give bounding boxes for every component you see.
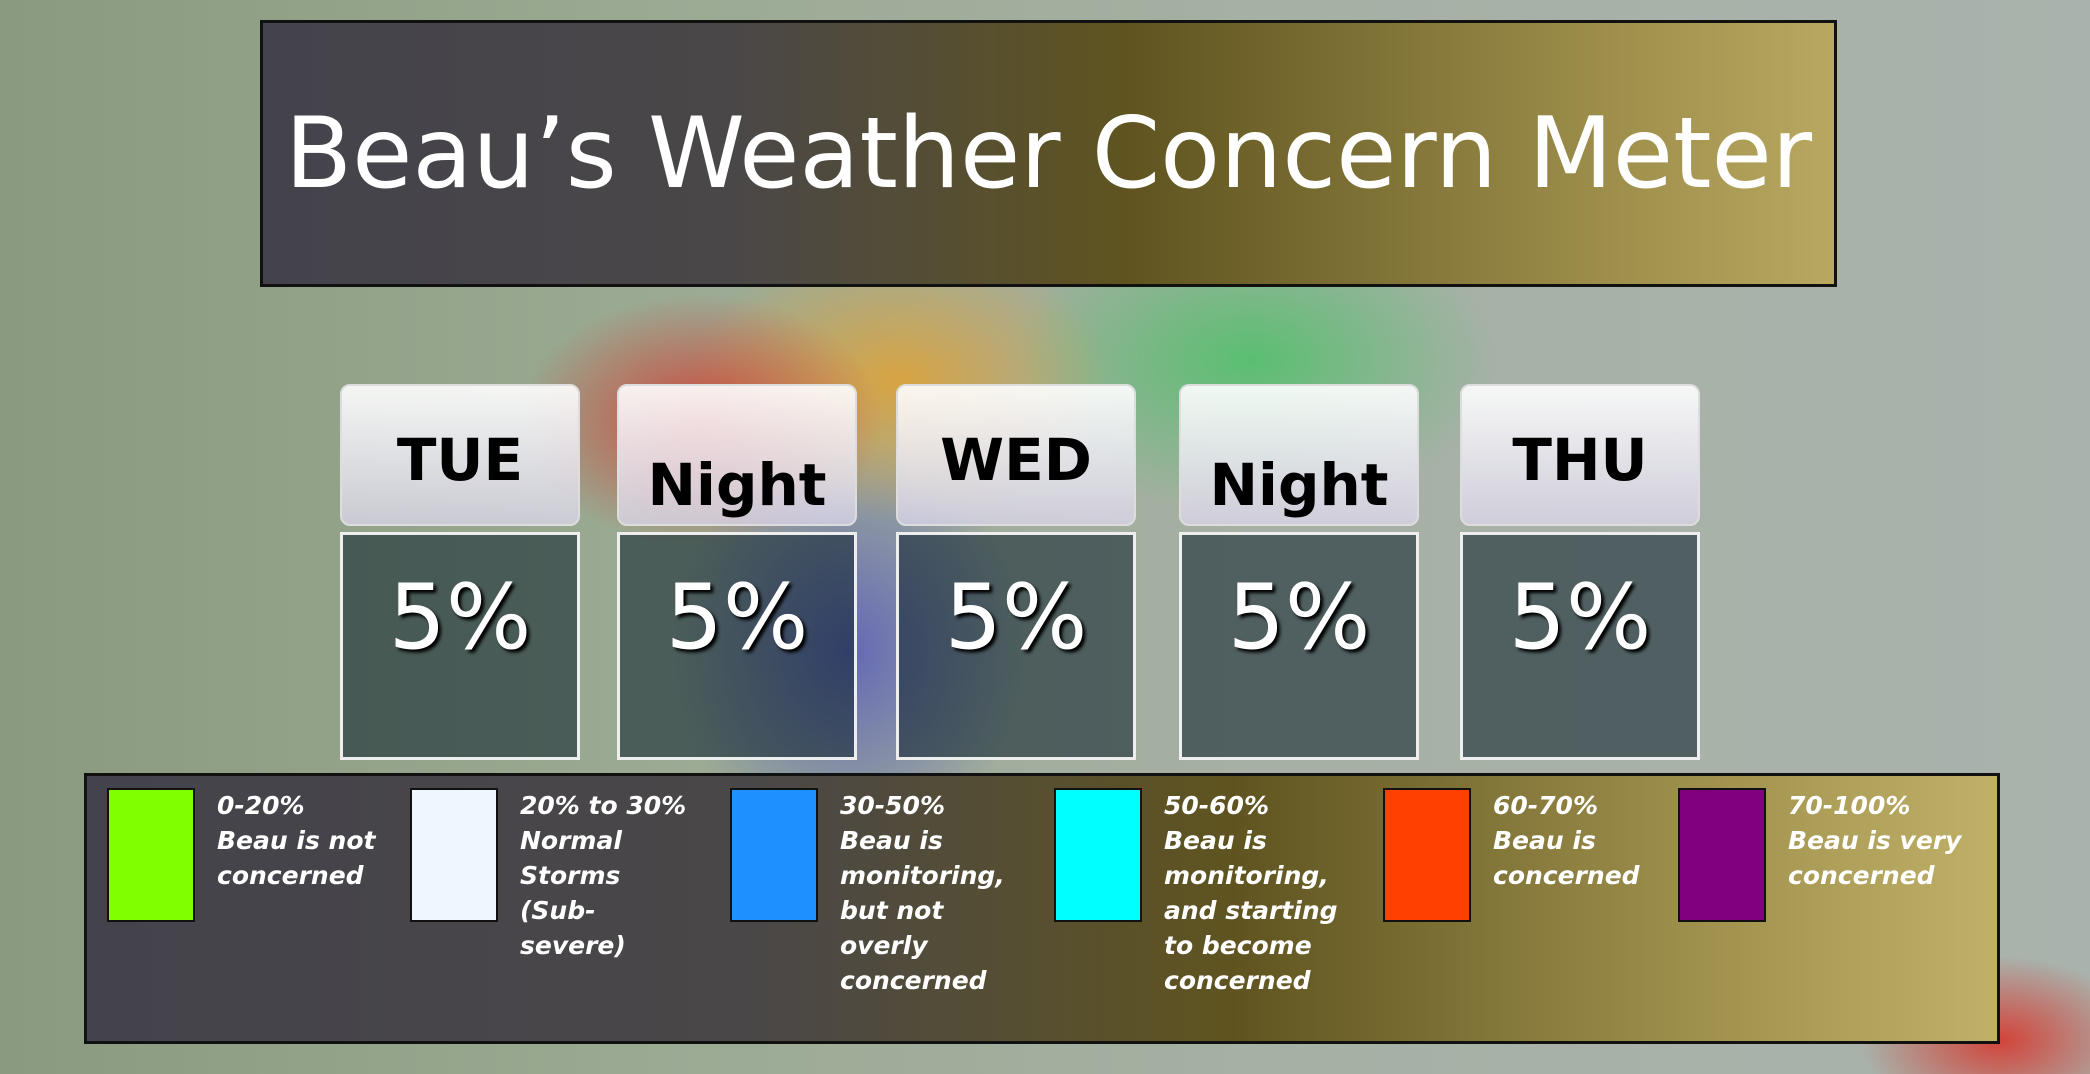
day-header: Night <box>1179 384 1419 526</box>
legend-description: Beau is monitoring, but not overly conce… <box>840 826 1005 995</box>
legend-swatch <box>1383 788 1471 922</box>
legend-range: 30-50% <box>840 791 946 820</box>
legend-text: 70-100% Beau is very concerned <box>1788 788 1968 922</box>
day-header: WED <box>896 384 1136 526</box>
legend-swatch <box>1678 788 1766 922</box>
legend-swatch <box>410 788 498 922</box>
day-label: THU <box>1512 426 1648 494</box>
day-column: TUE 5% <box>340 384 580 760</box>
legend-text: 60-70% Beau is concerned <box>1493 788 1673 922</box>
legend-item: 0-20% Beau is not concerned <box>107 788 397 922</box>
day-label: TUE <box>396 426 524 494</box>
legend-description: Beau is not concerned <box>217 826 376 890</box>
legend-range: 0-20% <box>217 791 305 820</box>
legend-item: 30-50% Beau is monitoring, but not overly… <box>730 788 1020 998</box>
concern-value: 5% <box>944 565 1088 670</box>
concern-value: 5% <box>388 565 532 670</box>
legend-text: 20% to 30% Normal Storms (Sub-severe) <box>520 788 700 963</box>
concern-box: 5% <box>896 532 1136 760</box>
legend-text: 50-60% Beau is monitoring, and starting t… <box>1164 788 1344 998</box>
concern-box: 5% <box>340 532 580 760</box>
concern-value: 5% <box>1227 565 1371 670</box>
legend-range: 70-100% <box>1788 791 1911 820</box>
legend-description: Beau is monitoring, and starting to beco… <box>1164 826 1338 995</box>
day-column: Night 5% <box>617 384 857 760</box>
concern-box: 5% <box>617 532 857 760</box>
day-header: TUE <box>340 384 580 526</box>
legend-item: 50-60% Beau is monitoring, and starting t… <box>1054 788 1344 998</box>
legend-description: Beau is concerned <box>1493 826 1640 890</box>
legend-description: Beau is very concerned <box>1788 826 1962 890</box>
legend-range: 20% to 30% <box>520 791 687 820</box>
legend: 0-20% Beau is not concerned 20% to 30% Norm… <box>84 773 2000 1044</box>
legend-item: 70-100% Beau is very concerned <box>1678 788 1968 922</box>
legend-item: 20% to 30% Normal Storms (Sub-severe) <box>410 788 700 963</box>
legend-text: 30-50% Beau is monitoring, but not overly… <box>840 788 1020 998</box>
day-column: Night 5% <box>1179 384 1419 760</box>
legend-range: 60-70% <box>1493 791 1599 820</box>
day-label: Night <box>647 451 827 519</box>
day-label: Night <box>1209 451 1389 519</box>
day-label: WED <box>940 426 1092 494</box>
concern-value: 5% <box>1508 565 1652 670</box>
day-header: THU <box>1460 384 1700 526</box>
concern-box: 5% <box>1460 532 1700 760</box>
legend-swatch <box>1054 788 1142 922</box>
day-header: Night <box>617 384 857 526</box>
day-column: THU 5% <box>1460 384 1700 760</box>
legend-swatch <box>107 788 195 922</box>
concern-box: 5% <box>1179 532 1419 760</box>
legend-swatch <box>730 788 818 922</box>
legend-item: 60-70% Beau is concerned <box>1383 788 1673 922</box>
concern-value: 5% <box>665 565 809 670</box>
legend-description: Normal Storms (Sub-severe) <box>520 826 626 960</box>
legend-range: 50-60% <box>1164 791 1270 820</box>
day-column: WED 5% <box>896 384 1136 760</box>
title-box: Beau’s Weather Concern Meter <box>260 20 1837 287</box>
legend-text: 0-20% Beau is not concerned <box>217 788 397 922</box>
title: Beau’s Weather Concern Meter <box>284 96 1813 211</box>
